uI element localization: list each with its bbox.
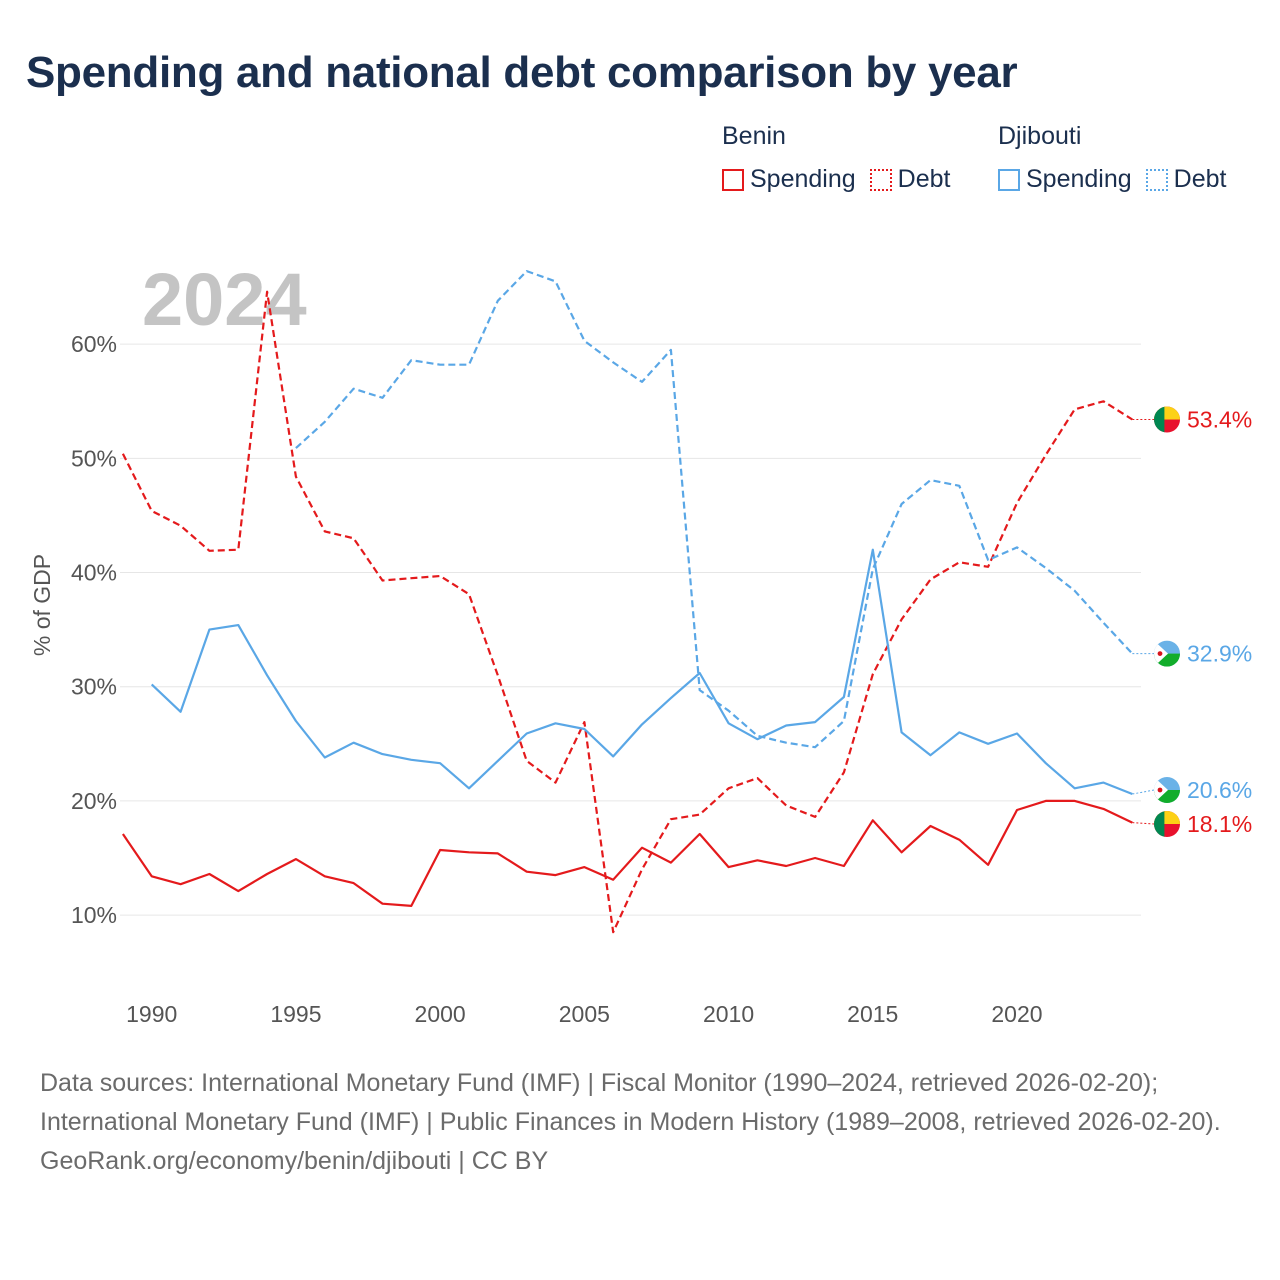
footer: Data sources: International Monetary Fun… — [40, 1064, 1240, 1181]
marker-connector-benin-spending — [1132, 822, 1155, 825]
y-tick-label-10: 10% — [71, 902, 117, 928]
legend-benin-spending-label: Spending — [750, 165, 856, 193]
series-line-benin-spending — [121, 799, 1133, 907]
legend-djibouti-debt[interactable]: Debt — [1145, 165, 1227, 194]
legend-benin: Benin Spending Debt — [722, 122, 964, 194]
legend-djibouti: Djibouti Spending Debt — [998, 122, 1240, 194]
legend-swatch-dotted-blue — [1145, 168, 1168, 191]
end-label-benin-spending: 18.1% — [1187, 811, 1252, 837]
legend-djibouti-label: Djibouti — [998, 122, 1082, 150]
y-tick-label-30: 30% — [71, 674, 117, 700]
legend-swatch-dotted-red — [869, 168, 892, 191]
x-tick-label-2015: 2015 — [847, 1001, 898, 1027]
series-line-benin-debt — [121, 290, 1133, 934]
end-label-benin-debt: 53.4% — [1187, 407, 1252, 433]
benin-flag-icon — [1154, 406, 1180, 433]
benin-flag-icon — [1154, 811, 1180, 837]
legend-benin-spending[interactable]: Spending — [722, 165, 856, 194]
legend-djibouti-spending-label: Spending — [1026, 165, 1132, 193]
series-line-djibouti-spending — [150, 548, 1133, 796]
x-tick-label-1995: 1995 — [270, 1001, 321, 1027]
djibouti-flag-icon — [1154, 640, 1180, 667]
y-tick-label-60: 60% — [71, 331, 117, 357]
y-tick-label-40: 40% — [71, 560, 117, 586]
y-axis-label: % of GDP — [29, 554, 55, 656]
legend-benin-debt-label: Debt — [897, 165, 951, 193]
y-tick-label-50: 50% — [71, 445, 117, 471]
line-chart: 2024 % of GDP 10% 20% 30% 40% 50% 60% 1990 1995… — [29, 258, 1252, 1027]
marker-connector-djibouti-spending — [1132, 789, 1155, 795]
legend-swatch-solid-red — [722, 168, 744, 191]
x-tick-label-2000: 2000 — [415, 1001, 466, 1027]
end-label-djibouti-debt: 32.9% — [1187, 641, 1252, 667]
y-tick-label-20: 20% — [71, 788, 117, 814]
x-tick-label-1990: 1990 — [126, 1001, 177, 1027]
series-line-djibouti-debt — [295, 270, 1134, 749]
legend-djibouti-debt-label: Debt — [1173, 165, 1227, 193]
end-label-djibouti-spending: 20.6% — [1187, 777, 1252, 803]
data-sources: Data sources: International Monetary Fun… — [40, 1069, 1221, 1136]
djibouti-flag-icon — [1154, 777, 1180, 803]
legend-djibouti-spending[interactable]: Spending — [998, 165, 1132, 194]
x-tick-label-2005: 2005 — [559, 1001, 610, 1027]
year-watermark: 2024 — [142, 258, 307, 341]
attribution: GeoRank.org/economy/benin/djibouti | CC … — [40, 1147, 549, 1175]
x-tick-label-2020: 2020 — [991, 1001, 1042, 1027]
legend-benin-label: Benin — [722, 122, 786, 150]
legend-swatch-solid-blue — [998, 168, 1020, 191]
legend-benin-debt[interactable]: Debt — [869, 165, 951, 194]
chart-title: Spending and national debt comparison by… — [26, 48, 1018, 97]
x-tick-label-2010: 2010 — [703, 1001, 754, 1027]
